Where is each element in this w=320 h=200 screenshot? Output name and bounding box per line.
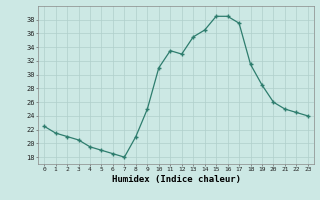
X-axis label: Humidex (Indice chaleur): Humidex (Indice chaleur) xyxy=(111,175,241,184)
